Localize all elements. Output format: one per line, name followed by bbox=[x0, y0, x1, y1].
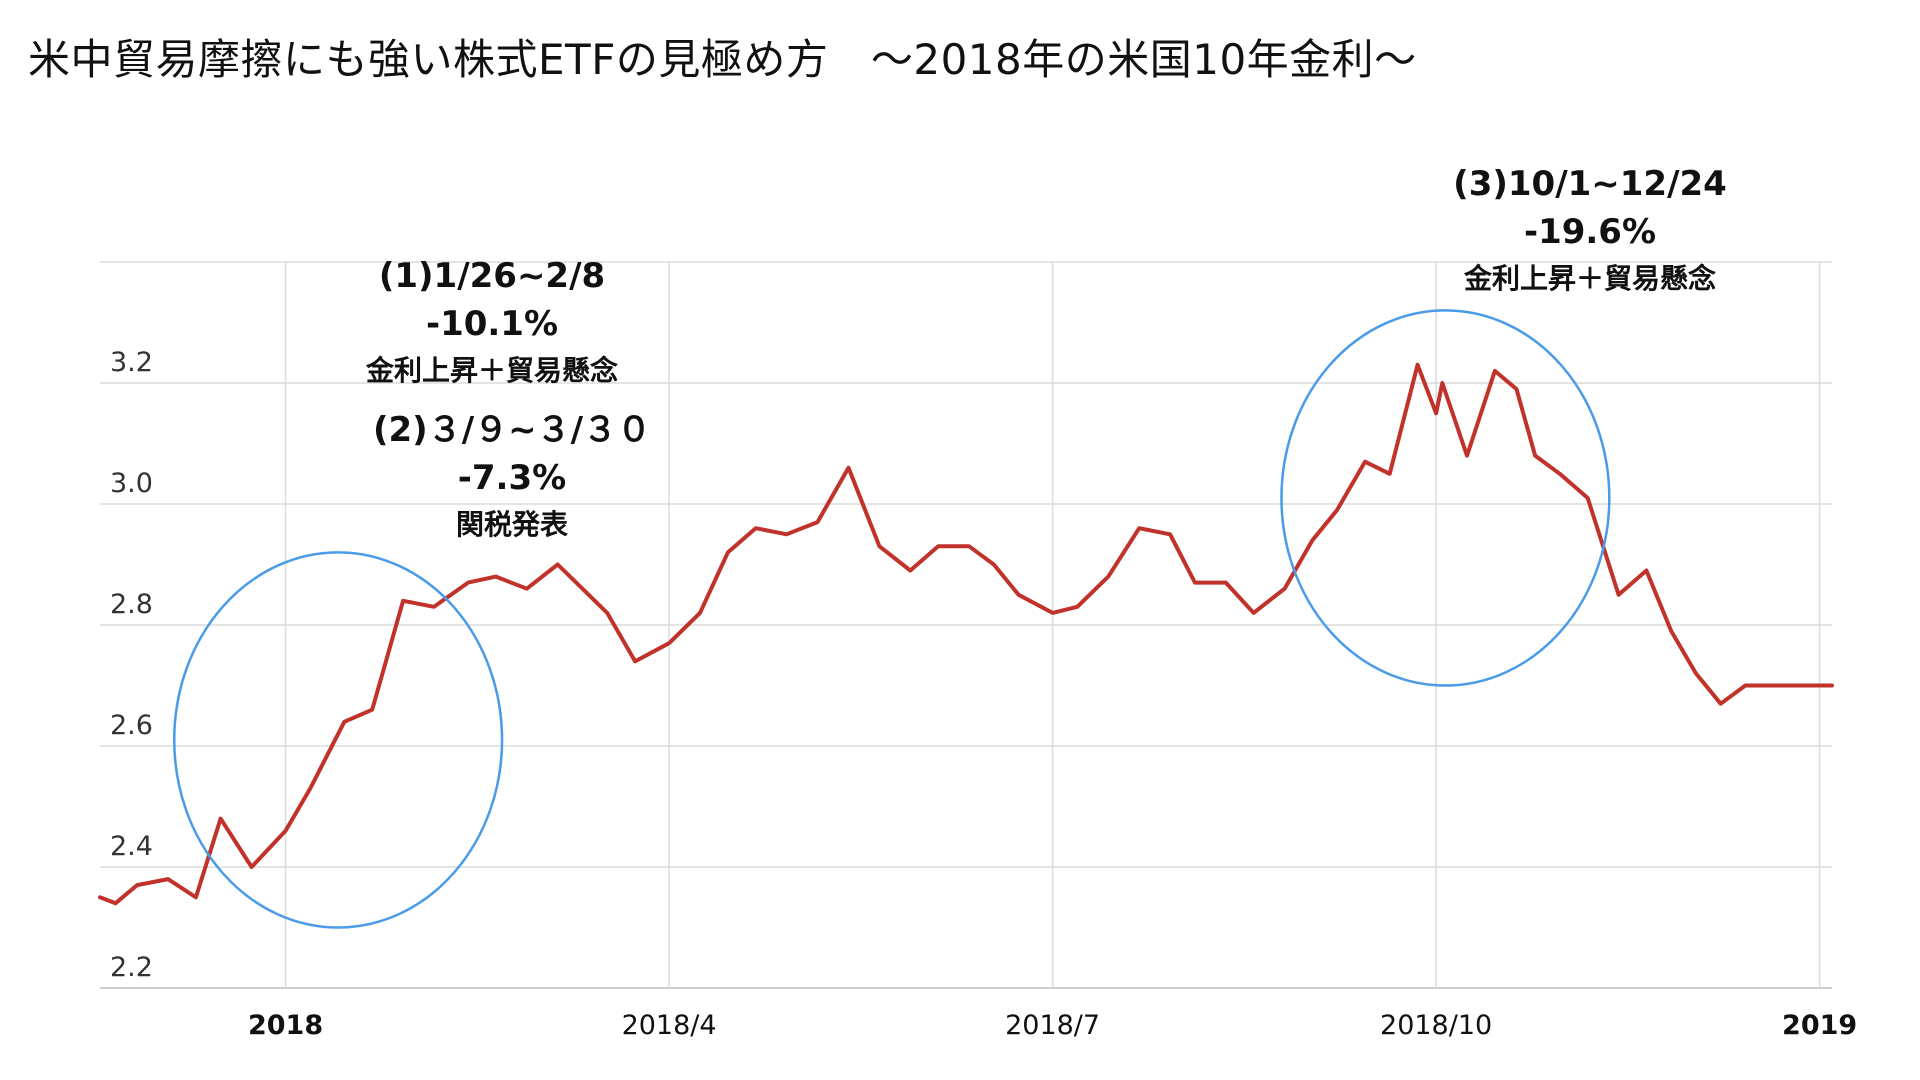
x-tick-label: 2018/10 bbox=[1380, 1010, 1492, 1041]
x-tick-label: 2018 bbox=[248, 1010, 323, 1041]
highlight-circle-1 bbox=[172, 551, 504, 929]
annotation-3-period: (3)10/1~12/24 bbox=[1453, 164, 1727, 204]
series-layer bbox=[98, 362, 1834, 906]
annotation-1-change: -10.1% bbox=[425, 304, 559, 344]
y-tick-label: 2.4 bbox=[110, 831, 153, 862]
tick-layer: 2.2 2.4 2.6 2.8 3.0 3.2 2018 2018/4 2018/7 2018/1… bbox=[110, 347, 1857, 1041]
annotation-2-change: -7.3% bbox=[457, 458, 567, 498]
highlight-circle-2 bbox=[1280, 309, 1611, 687]
annotation-1-reason: 金利上昇＋貿易懸念 bbox=[365, 354, 619, 387]
y-tick-label: 2.6 bbox=[110, 710, 153, 741]
annotation-2: (2)３/９~３/３０ -7.3% 関税発表 bbox=[373, 406, 651, 548]
annotation-2-reason: 関税発表 bbox=[455, 508, 568, 541]
series-line bbox=[98, 362, 1834, 906]
page-title: 米中貿易摩擦にも強い株式ETFの見極め方 ～2018年の米国10年金利～ bbox=[28, 35, 1417, 84]
y-tick-label: 2.2 bbox=[110, 952, 153, 983]
highlight-layer bbox=[172, 309, 1611, 929]
x-tick-label: 2018/7 bbox=[1005, 1010, 1100, 1041]
grid-layer bbox=[100, 261, 1832, 989]
y-tick-label: 3.0 bbox=[110, 468, 153, 499]
y-tick-label: 2.8 bbox=[110, 589, 153, 620]
annotation-3-change: -19.6% bbox=[1523, 212, 1657, 252]
annotation-1: (1)1/26~2/8 -10.1% 金利上昇＋貿易懸念 bbox=[366, 252, 618, 394]
annotation-3: (3)10/1~12/24 -19.6% 金利上昇＋貿易懸念 bbox=[1453, 160, 1727, 302]
x-tick-label: 2019 bbox=[1782, 1010, 1857, 1041]
annotation-2-period: (2)３/９~３/３０ bbox=[372, 410, 652, 450]
annotation-1-period: (1)1/26~2/8 bbox=[378, 256, 606, 296]
y-tick-label: 3.2 bbox=[110, 347, 153, 378]
annotation-3-reason: 金利上昇＋貿易懸念 bbox=[1463, 262, 1717, 295]
x-tick-label: 2018/4 bbox=[622, 1010, 717, 1041]
